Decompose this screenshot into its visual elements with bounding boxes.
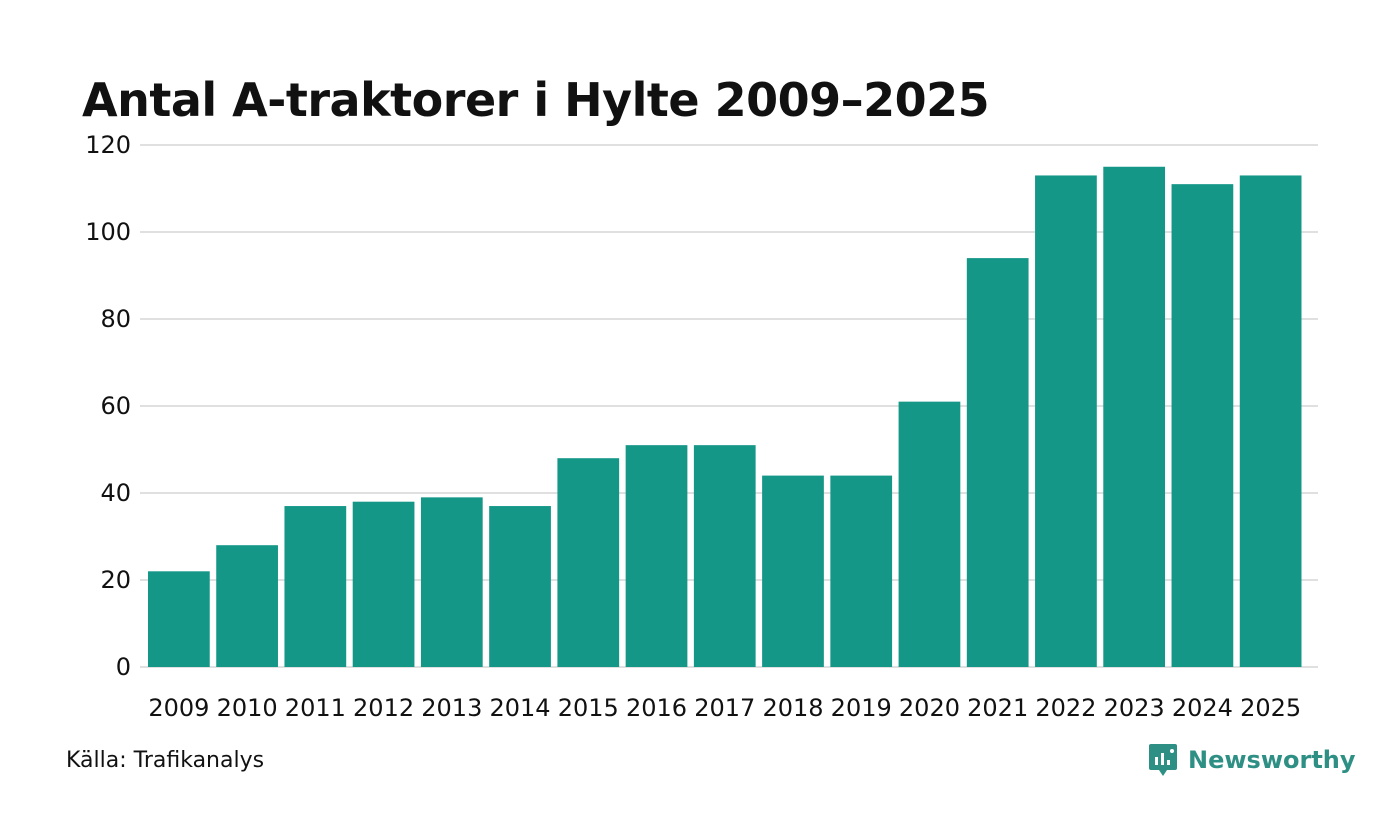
source-note: Källa: Trafikanalys bbox=[66, 748, 265, 773]
x-tick-label: 2015 bbox=[558, 694, 619, 722]
bar-2016 bbox=[625, 445, 688, 667]
bar-2019 bbox=[830, 475, 893, 667]
x-tick-label: 2018 bbox=[762, 694, 823, 722]
bar-2024 bbox=[1171, 184, 1234, 667]
chart-title: Antal A-traktorer i Hylte 2009–2025 bbox=[82, 73, 990, 127]
bar-2023 bbox=[1103, 166, 1166, 667]
x-tick-label: 2021 bbox=[967, 694, 1028, 722]
x-tick-label: 2009 bbox=[148, 694, 209, 722]
brand-name: Newsworthy bbox=[1188, 746, 1356, 774]
bar-2009 bbox=[148, 571, 210, 667]
bar-2010 bbox=[216, 545, 278, 667]
x-tick-label: 2017 bbox=[694, 694, 755, 722]
bar-2022 bbox=[1035, 175, 1097, 667]
bar-2020 bbox=[898, 401, 961, 667]
x-tick-label: 2012 bbox=[353, 694, 414, 722]
y-tick-label: 20 bbox=[100, 566, 131, 594]
newsworthy-logo-icon bbox=[1149, 744, 1177, 776]
bar-2017 bbox=[693, 445, 756, 667]
x-tick-label: 2025 bbox=[1240, 694, 1301, 722]
x-tick-label: 2022 bbox=[1035, 694, 1096, 722]
x-tick-label: 2011 bbox=[285, 694, 346, 722]
y-tick-label: 80 bbox=[100, 305, 131, 333]
bar-2012 bbox=[352, 501, 415, 667]
y-tick-label: 60 bbox=[100, 392, 131, 420]
bar-2018 bbox=[762, 475, 824, 667]
x-tick-label: 2014 bbox=[490, 694, 551, 722]
y-tick-label: 0 bbox=[116, 653, 131, 681]
x-tick-label: 2010 bbox=[217, 694, 278, 722]
bar-2015 bbox=[557, 458, 620, 667]
bar-2011 bbox=[284, 506, 347, 667]
x-tick-label: 2024 bbox=[1172, 694, 1233, 722]
bar-2014 bbox=[489, 506, 551, 667]
x-tick-label: 2016 bbox=[626, 694, 687, 722]
x-tick-label: 2023 bbox=[1104, 694, 1165, 722]
y-tick-label: 100 bbox=[85, 218, 131, 246]
bar-2025 bbox=[1239, 175, 1302, 667]
bars bbox=[148, 166, 1302, 667]
x-tick-label: 2013 bbox=[421, 694, 482, 722]
bar-2021 bbox=[966, 258, 1029, 667]
x-axis-ticks: 2009 2010 2011 2012 2013 2014 2015 2016 2017 2018… bbox=[148, 694, 1301, 722]
y-axis-ticks: 0 20 40 60 80 100 120 bbox=[85, 131, 131, 681]
y-tick-label: 40 bbox=[100, 479, 131, 507]
bar-2013 bbox=[420, 497, 483, 667]
x-tick-label: 2019 bbox=[831, 694, 892, 722]
y-tick-label: 120 bbox=[85, 131, 131, 159]
x-tick-label: 2020 bbox=[899, 694, 960, 722]
brand-logo: Newsworthy bbox=[1148, 742, 1356, 778]
